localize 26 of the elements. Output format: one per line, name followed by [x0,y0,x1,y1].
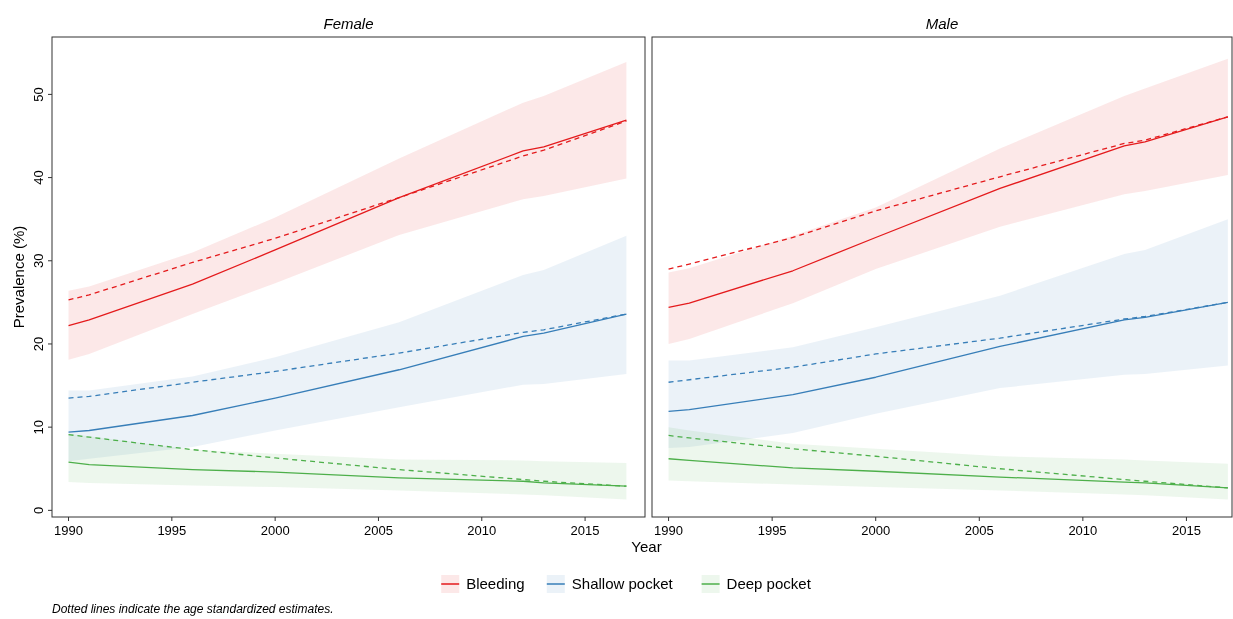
x-tick-label: 2005 [964,523,994,538]
x-tick-label: 1995 [757,523,787,538]
text: Dotted lines indicate the age standardized estimates. [52,602,334,616]
chart-title: Female [323,15,374,32]
x-tick-label: 1990 [54,523,83,538]
y-tick-label: 0 [31,506,46,514]
x-tick-label: 2015 [570,523,600,538]
legend-label: Bleeding [466,575,525,592]
legend-label: Shallow pocket [571,575,674,592]
y-tick-label: 30 [31,253,46,269]
legend-label: Deep pocket [726,575,812,592]
x-tick-label: 1995 [157,523,187,538]
y-axis-title: Prevalence (%) [10,225,27,329]
y-tick-label: 20 [31,336,46,352]
x-axis-title: Year [631,538,662,555]
x-tick-label: 2010 [1068,523,1098,538]
chart-title: Male [925,15,959,32]
x-tick-label: 2010 [467,523,497,538]
x-tick-label: 1990 [654,523,684,538]
x-tick-label: 2015 [1171,523,1201,538]
y-tick-label: 50 [31,87,46,102]
x-tick-label: 2000 [861,523,891,538]
x-tick-label: 2000 [260,523,290,538]
y-tick-label: 10 [31,419,46,435]
x-tick-label: 2005 [364,523,393,538]
y-tick-label: 40 [31,170,46,185]
